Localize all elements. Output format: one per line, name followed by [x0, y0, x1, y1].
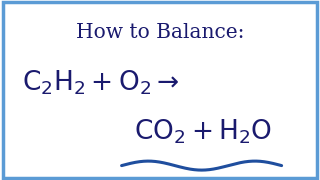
Text: $\mathregular{CO_2 + H_2O}$: $\mathregular{CO_2 + H_2O}$ [134, 117, 273, 146]
Text: $\mathregular{C_2H_2 + O_2 \rightarrow}$: $\mathregular{C_2H_2 + O_2 \rightarrow}$ [22, 69, 180, 97]
FancyBboxPatch shape [3, 2, 317, 178]
Text: How to Balance:: How to Balance: [76, 23, 244, 42]
